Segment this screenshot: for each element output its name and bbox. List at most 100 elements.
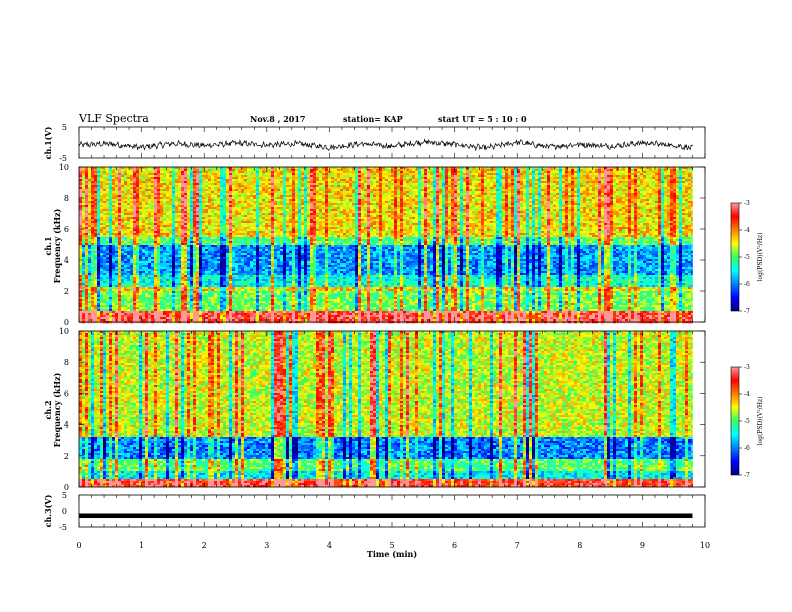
spectrogram-cell bbox=[148, 185, 151, 187]
spectrogram-cell bbox=[571, 187, 574, 189]
spectrogram-cell bbox=[571, 191, 574, 193]
spectrogram-cell bbox=[352, 187, 355, 189]
spectrogram-cell bbox=[505, 203, 508, 205]
spectrogram-cell bbox=[574, 175, 577, 177]
spectrogram-cell bbox=[484, 197, 487, 199]
spectrogram-cell bbox=[133, 197, 136, 199]
spectrogram-cell bbox=[253, 175, 256, 177]
spectrogram-cell bbox=[172, 181, 175, 183]
spectrogram-cell bbox=[604, 175, 607, 177]
spectrogram-cell bbox=[100, 199, 103, 201]
spectrogram-cell bbox=[598, 207, 601, 209]
spectrogram-cell bbox=[529, 195, 532, 197]
spectrogram-cell bbox=[244, 179, 247, 181]
spectrogram-cell bbox=[529, 205, 532, 207]
spectrogram-cell bbox=[109, 213, 112, 215]
spectrogram-cell bbox=[682, 181, 685, 183]
spectrogram-cell bbox=[652, 203, 655, 205]
spectrogram-cell bbox=[223, 203, 226, 205]
spectrogram-cell bbox=[397, 203, 400, 205]
spectrogram-cell bbox=[361, 187, 364, 189]
spectrogram-cell bbox=[475, 177, 478, 179]
spectrogram-cell bbox=[103, 213, 106, 215]
spectrogram-cell bbox=[121, 173, 124, 175]
spectrogram-cell bbox=[679, 199, 682, 201]
spectrogram-cell bbox=[142, 173, 145, 175]
spectrogram-cell bbox=[271, 181, 274, 183]
spectrogram-cell bbox=[658, 177, 661, 179]
spectrogram-cell bbox=[688, 181, 691, 183]
spectrogram-cell bbox=[130, 203, 133, 205]
spectrogram-cell bbox=[376, 203, 379, 205]
spectrogram-cell bbox=[100, 193, 103, 195]
spectrogram-cell bbox=[658, 199, 661, 201]
spectrogram-cell bbox=[403, 179, 406, 181]
spectrogram-cell bbox=[319, 191, 322, 193]
spectrogram-cell bbox=[430, 203, 433, 205]
spectrogram-cell bbox=[472, 175, 475, 177]
spectrogram-cell bbox=[421, 213, 424, 215]
spectrogram-cell bbox=[223, 183, 226, 185]
spectrogram-cell bbox=[175, 197, 178, 199]
spectrogram-cell bbox=[649, 179, 652, 181]
spectrogram-cell bbox=[160, 213, 163, 215]
spectrogram-cell bbox=[478, 213, 481, 215]
spectrogram-cell bbox=[550, 201, 553, 203]
spectrogram-cell bbox=[391, 199, 394, 201]
spectrogram-cell bbox=[400, 203, 403, 205]
spectrogram-cell bbox=[127, 193, 130, 195]
spectrogram-cell bbox=[265, 189, 268, 191]
spectrogram-cell bbox=[463, 207, 466, 209]
spectrogram-cell bbox=[115, 179, 118, 181]
spectrogram-cell bbox=[664, 211, 667, 213]
spectrogram-cell bbox=[604, 193, 607, 195]
spectrogram-cell bbox=[142, 177, 145, 179]
spectrogram-cell bbox=[520, 185, 523, 187]
spectrogram-cell bbox=[556, 171, 559, 173]
spectrogram-cell bbox=[331, 197, 334, 199]
spectrogram-cell bbox=[565, 193, 568, 195]
spectrogram-cell bbox=[535, 195, 538, 197]
spectrogram-cell bbox=[541, 183, 544, 185]
spectrogram-cell bbox=[334, 197, 337, 199]
spectrogram-cell bbox=[394, 213, 397, 215]
spectrogram-cell bbox=[472, 185, 475, 187]
spectrogram-cell bbox=[175, 179, 178, 181]
spectrogram-cell bbox=[469, 173, 472, 175]
spectrogram-cell bbox=[526, 193, 529, 195]
spectrogram-cell bbox=[463, 179, 466, 181]
spectrogram-cell bbox=[178, 201, 181, 203]
spectrogram-cell bbox=[538, 195, 541, 197]
spectrogram-cell bbox=[436, 203, 439, 205]
spectrogram-cell bbox=[115, 205, 118, 207]
spectrogram-cell bbox=[367, 183, 370, 185]
spectrogram-cell bbox=[460, 207, 463, 209]
spectrogram-cell bbox=[223, 197, 226, 199]
spectrogram-cell bbox=[448, 199, 451, 201]
spectrogram-cell bbox=[295, 169, 298, 171]
spectrogram-cell bbox=[523, 187, 526, 189]
spectrogram-cell bbox=[640, 205, 643, 207]
spectrogram-cell bbox=[304, 183, 307, 185]
spectrogram-cell bbox=[499, 173, 502, 175]
spectrogram-cell bbox=[568, 171, 571, 173]
spectrogram-cell bbox=[202, 193, 205, 195]
spectrogram-cell bbox=[256, 171, 259, 173]
spectrogram-cell bbox=[625, 179, 628, 181]
spectrogram-cell bbox=[259, 195, 262, 197]
spectrogram-cell bbox=[124, 173, 127, 175]
spectrogram-cell bbox=[340, 175, 343, 177]
spectrogram-cell bbox=[385, 195, 388, 197]
spectrogram-cell bbox=[136, 173, 139, 175]
spectrogram-cell bbox=[391, 175, 394, 177]
spectrogram-cell bbox=[460, 211, 463, 213]
spectrogram-cell bbox=[172, 173, 175, 175]
spectrogram-cell bbox=[415, 169, 418, 171]
spectrogram-cell bbox=[673, 171, 676, 173]
spectrogram-cell bbox=[364, 185, 367, 187]
spectrogram-cell bbox=[217, 169, 220, 171]
spectrogram-cell bbox=[640, 195, 643, 197]
spectrogram-cell bbox=[532, 169, 535, 171]
spectrogram-cell bbox=[685, 201, 688, 203]
spectrogram-cell bbox=[394, 179, 397, 181]
